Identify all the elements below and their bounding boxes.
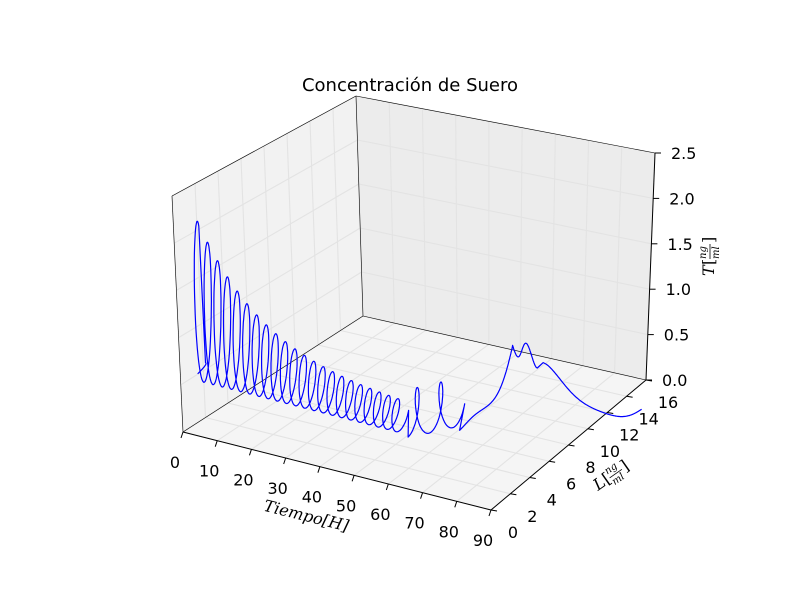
y-grid-left	[286, 133, 297, 360]
x-tick-mark	[420, 492, 424, 499]
y-tick-label: 6	[566, 474, 576, 493]
z-tick-label: 2.0	[669, 189, 694, 208]
pane-edge	[355, 95, 364, 317]
y-tick-label: 14	[638, 409, 658, 428]
z-tick-label: 0.0	[662, 371, 687, 390]
y-grid-floor	[340, 329, 627, 397]
x-grid-back	[519, 127, 523, 352]
x-axis-line	[182, 431, 492, 511]
x-tick-label: 60	[370, 505, 390, 524]
y-grid-floor	[317, 344, 608, 414]
x-tick-mark	[385, 483, 389, 491]
y-grid-left	[217, 170, 229, 404]
y-grid-left	[309, 120, 319, 346]
z-grid-left	[176, 183, 360, 291]
series-line	[193, 220, 642, 438]
y-grid-left	[332, 108, 342, 331]
floor-pane	[183, 316, 646, 510]
y-grid-floor	[295, 358, 589, 430]
x-tick-label: 0	[170, 453, 180, 472]
x-grid-back	[388, 102, 395, 324]
x-tick-label: 30	[267, 479, 287, 498]
y-tick-mark	[510, 493, 517, 496]
z-grid-back	[361, 271, 648, 336]
x-tick-mark	[180, 431, 184, 439]
x-tick-label: 40	[302, 488, 322, 507]
x-tick-mark	[283, 457, 287, 465]
x-tick-label: 20	[233, 470, 253, 489]
tick-labels: 0 10 20 30 40 50 60 70 80 90 02468101214160.00.51.…	[170, 144, 697, 550]
y-grid-floor	[205, 416, 511, 495]
z-axis-bracket-close: ]	[699, 237, 718, 243]
x-tick-label: 90	[473, 531, 493, 550]
back-pane	[356, 96, 655, 380]
z-axis-label: T [ ng ml ]	[698, 237, 722, 276]
z-axis-label-den: ml	[711, 246, 722, 259]
x-tick-mark	[454, 501, 458, 508]
tick-marks	[180, 152, 661, 517]
x-tick-mark	[351, 475, 355, 482]
x-tick-label: 70	[404, 514, 424, 533]
x-grid-back	[614, 146, 623, 373]
y-tick-label: 2	[527, 507, 537, 526]
x-tick-label: 50	[336, 496, 356, 515]
x-tick-mark	[214, 440, 218, 447]
y-tick-mark	[568, 444, 575, 447]
y-tick-label: 16	[658, 393, 678, 412]
z-grid-back	[360, 227, 650, 290]
y-tick-mark	[587, 428, 594, 431]
pane-edge	[171, 195, 184, 433]
z-tick-label: 0.5	[664, 326, 689, 345]
z-grid-left	[180, 271, 362, 386]
z-grid-back	[357, 139, 654, 199]
x-tick-label: 10	[199, 462, 219, 481]
y-grid-floor	[272, 373, 569, 446]
y-tick-mark	[607, 412, 614, 414]
x-tick-mark	[488, 509, 492, 517]
y-tick-label: 0	[508, 523, 518, 542]
y-tick-mark	[529, 477, 536, 479]
y-tick-label: 4	[547, 491, 557, 510]
y-tick-mark	[626, 395, 633, 398]
pane-edge	[362, 315, 647, 381]
y-tick-label: 12	[619, 426, 639, 445]
pane-edge	[182, 315, 364, 433]
y-tick-label: 10	[600, 442, 620, 461]
y-grid-left	[263, 145, 274, 375]
z-tick-label: 1.0	[666, 280, 691, 299]
z-axis-line	[645, 152, 656, 381]
x-grid-back	[551, 133, 556, 359]
z-grid-back	[358, 183, 652, 245]
x-grid-back	[455, 114, 458, 338]
y-tick-mark	[490, 509, 498, 512]
pane-edge	[355, 95, 656, 154]
z-axis-label-num: ng	[698, 246, 709, 259]
chart-title: Concentración de Suero	[302, 75, 518, 96]
z-axis-label-main: T	[699, 264, 718, 276]
x-grid-back	[421, 108, 427, 331]
z-grid-left	[178, 227, 361, 339]
z-axis-bracket-open: [	[699, 259, 718, 265]
y-tick-mark	[549, 460, 556, 463]
y-grid-floor	[227, 402, 530, 479]
x-tick-mark	[248, 449, 252, 456]
z-grid-left	[173, 139, 358, 244]
z-tick-label: 1.5	[667, 235, 692, 254]
z-tick-label: 2.5	[671, 144, 696, 163]
x-grid-back	[582, 140, 590, 366]
y-axis-fraction-bar	[609, 468, 623, 479]
y-tick-label: 8	[585, 458, 595, 477]
x-tick-mark	[317, 466, 321, 473]
pane-edge	[171, 95, 357, 197]
x-tick-label: 80	[439, 522, 459, 541]
